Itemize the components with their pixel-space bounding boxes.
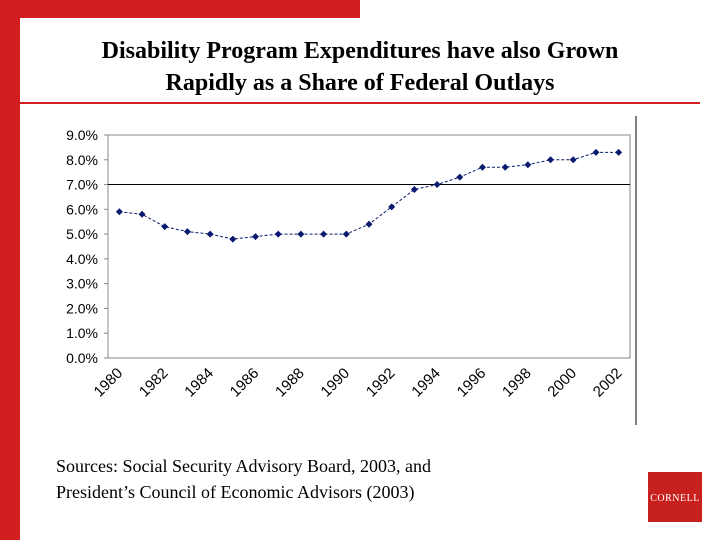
logo-text: Cornell [650, 493, 700, 504]
data-point [320, 230, 328, 238]
data-point [206, 230, 214, 238]
y-tick-label: 0.0% [66, 350, 98, 366]
data-point [115, 208, 123, 216]
data-point [524, 161, 532, 169]
data-point [615, 148, 623, 156]
x-tick-label: 1998 [499, 365, 535, 401]
y-tick-label: 1.0% [66, 325, 98, 341]
chart-title: Disability Program Expenditures have als… [102, 38, 619, 64]
x-tick-label: 1994 [408, 365, 444, 401]
data-point [410, 186, 418, 194]
data-point [229, 235, 237, 243]
data-point [138, 210, 146, 218]
top-band [0, 0, 360, 18]
data-point [456, 173, 464, 181]
data-point [297, 230, 305, 238]
y-tick-label: 5.0% [66, 226, 98, 242]
y-tick-label: 6.0% [66, 201, 98, 217]
logo-box [648, 472, 702, 522]
x-tick-label: 1982 [136, 365, 172, 401]
data-point [183, 228, 191, 236]
source-line: Sources: Social Security Advisory Board,… [56, 456, 431, 476]
x-tick-label: 2002 [590, 365, 626, 401]
data-point [365, 220, 373, 228]
data-point [547, 156, 555, 164]
x-tick-label: 1984 [181, 365, 217, 401]
x-tick-label: 1996 [454, 365, 490, 401]
x-tick-label: 1986 [227, 365, 263, 401]
x-tick-label: 1990 [318, 365, 354, 401]
data-point [433, 181, 441, 189]
x-tick-label: 1980 [91, 365, 127, 401]
plot-area [107, 134, 631, 359]
y-tick-label: 2.0% [66, 300, 98, 316]
y-tick-label: 4.0% [66, 251, 98, 267]
x-tick-label: 1988 [272, 365, 308, 401]
y-tick-label: 8.0% [66, 152, 98, 168]
y-tick-label: 7.0% [66, 177, 98, 193]
y-tick-label: 9.0% [66, 127, 98, 143]
data-point [501, 163, 509, 171]
data-point [342, 230, 350, 238]
chart-subtitle: Rapidly as a Share of Federal Outlays [166, 70, 555, 96]
data-point [388, 203, 396, 211]
data-point [252, 233, 260, 241]
data-point [569, 156, 577, 164]
x-tick-label: 1992 [363, 365, 399, 401]
source-line: President’s Council of Economic Advisors… [56, 482, 414, 503]
y-tick-label: 3.0% [66, 276, 98, 292]
left-band [0, 0, 20, 540]
data-point [161, 223, 169, 231]
x-tick-label: 2000 [544, 365, 580, 401]
data-point [592, 148, 600, 156]
data-point [274, 230, 282, 238]
data-point [478, 163, 486, 171]
